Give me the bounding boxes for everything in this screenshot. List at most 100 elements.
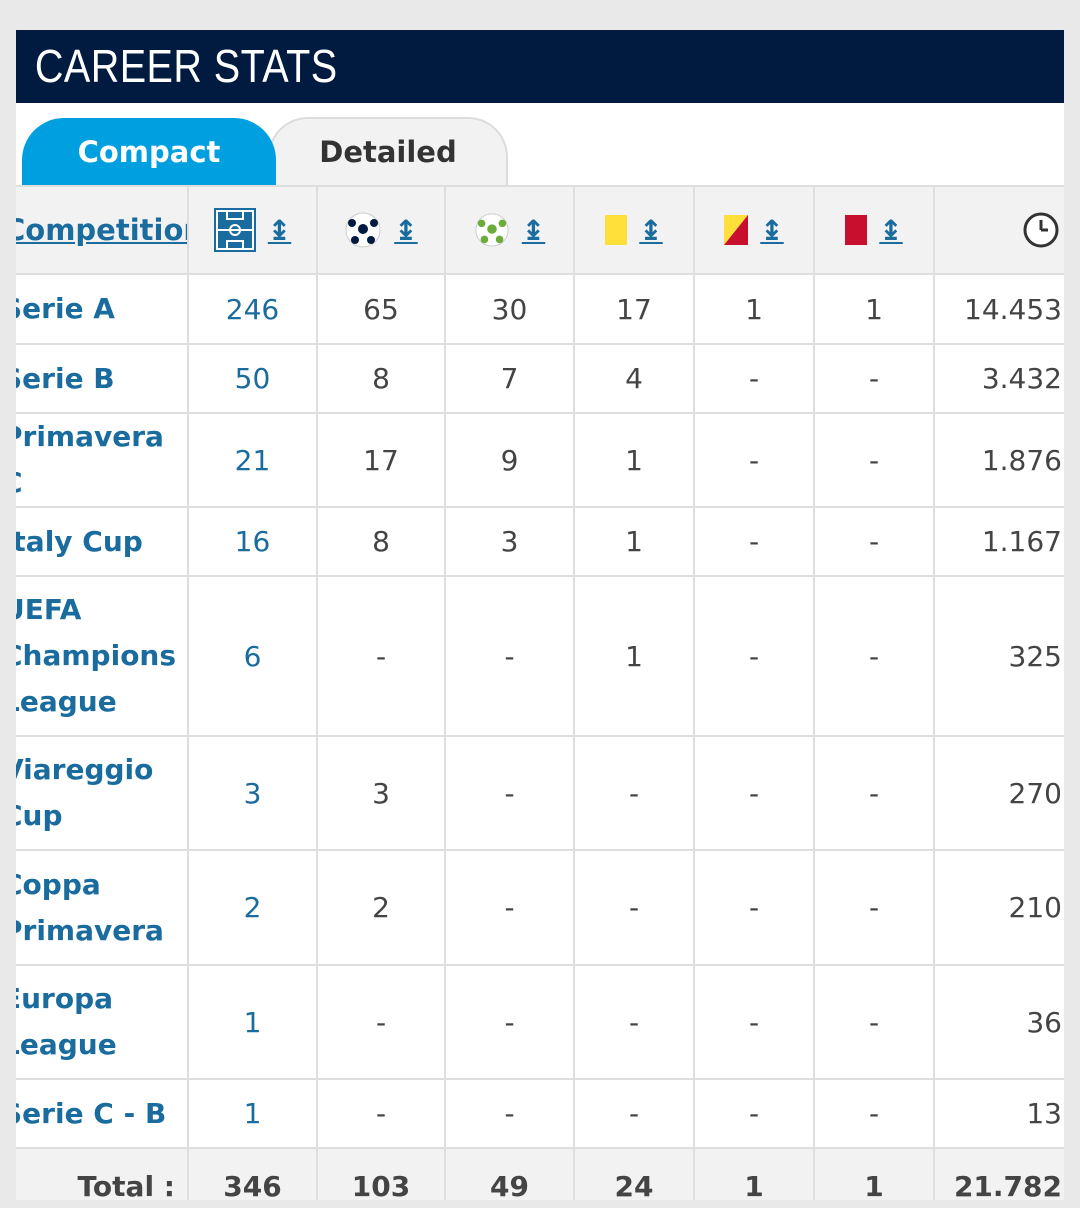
second-yellow-value: 1 — [693, 273, 815, 345]
competition-name[interactable]: Serie A — [16, 273, 189, 345]
second-yellow-value: - — [693, 412, 815, 508]
yellow-cards-value: - — [573, 735, 695, 851]
competition-name[interactable]: ViareggioCup — [16, 735, 189, 851]
assists-value: - — [444, 735, 575, 851]
competition-header[interactable]: Competition ↨ — [16, 185, 189, 275]
red-cards-value: - — [813, 1078, 935, 1149]
clock-icon — [1023, 212, 1059, 248]
assists-value: - — [444, 964, 575, 1080]
table-row: EuropaLeague 1 - - - - - 36 — [16, 964, 1064, 1080]
yellow-cards-value: - — [573, 964, 695, 1080]
assists-value: 30 — [444, 273, 575, 345]
second-yellow-value: - — [693, 1078, 815, 1149]
goals-value: - — [316, 575, 446, 737]
appearances-value: 16 — [187, 506, 318, 577]
total-red-cards: 1 — [813, 1147, 935, 1200]
total-goals: 103 — [316, 1147, 446, 1200]
minutes-header[interactable] — [933, 185, 1064, 275]
tab-detailed[interactable]: Detailed — [268, 117, 508, 185]
assists-value: 7 — [444, 343, 575, 414]
assists-header[interactable]: ↨ — [444, 185, 575, 275]
table-row: Serie A 246 65 30 17 1 1 14.453 — [16, 273, 1064, 345]
goals-value: 8 — [316, 343, 446, 414]
table-row: CoppaPrimavera 2 2 - - - - 210 — [16, 849, 1064, 966]
career-stats-card: CAREER STATS Detailed Compact Competitio… — [16, 30, 1064, 1200]
appearances-value: 2 — [187, 849, 318, 966]
total-appearances: 346 — [187, 1147, 318, 1200]
table-row: Serie C - B 1 - - - - - 13 — [16, 1078, 1064, 1149]
yellow-cards-value: - — [573, 849, 695, 966]
competition-name[interactable]: CoppaPrimavera — [16, 849, 189, 966]
total-assists: 49 — [444, 1147, 575, 1200]
competition-header-label[interactable]: Competition — [16, 213, 186, 247]
yellow-cards-value: 4 — [573, 343, 695, 414]
yellow-card-icon — [605, 215, 628, 245]
minutes-value: 13 — [933, 1078, 1064, 1149]
second-yellow-value: - — [693, 343, 815, 414]
assists-value: 9 — [444, 412, 575, 508]
assists-value: 3 — [444, 506, 575, 577]
assists-value: - — [444, 575, 575, 737]
competition-name[interactable]: Serie C - B — [16, 1078, 189, 1149]
stats-table: Competition ↨ ↨ — [16, 185, 1064, 1200]
table-header-row: Competition ↨ ↨ — [16, 185, 1064, 275]
total-minutes: 21.782 — [933, 1147, 1064, 1200]
yellow-cards-header[interactable]: ↨ — [573, 185, 695, 275]
competition-name[interactable]: EuropaLeague — [16, 964, 189, 1080]
yellow-cards-value: 1 — [573, 575, 695, 737]
assists-value: - — [444, 1078, 575, 1149]
total-yellow-cards: 24 — [573, 1147, 695, 1200]
view-tabs: Detailed Compact — [16, 103, 1064, 185]
minutes-value: 36 — [933, 964, 1064, 1080]
appearances-value: 1 — [187, 964, 318, 1080]
goals-value: - — [316, 964, 446, 1080]
yellow-cards-value: 1 — [573, 506, 695, 577]
total-row: Total : 346 103 49 24 1 1 21.782 — [16, 1147, 1064, 1200]
yellow-cards-value: 17 — [573, 273, 695, 345]
red-cards-value: 1 — [813, 273, 935, 345]
goals-value: 17 — [316, 412, 446, 508]
appearances-value: 50 — [187, 343, 318, 414]
second-yellow-header[interactable]: ↨ — [693, 185, 815, 275]
goals-value: 65 — [316, 273, 446, 345]
minutes-value: 1.167 — [933, 506, 1064, 577]
section-header: CAREER STATS — [16, 30, 1064, 103]
minutes-value: 14.453 — [933, 273, 1064, 345]
sort-icon[interactable]: ↨ — [394, 213, 418, 247]
red-cards-value: - — [813, 849, 935, 966]
red-cards-header[interactable]: ↨ — [813, 185, 935, 275]
second-yellow-value: - — [693, 575, 815, 737]
second-yellow-value: - — [693, 964, 815, 1080]
appearances-value: 1 — [187, 1078, 318, 1149]
competition-name[interactable]: Serie B — [16, 343, 189, 414]
appearances-value: 3 — [187, 735, 318, 851]
yellow-cards-value: - — [573, 1078, 695, 1149]
yellow-red-card-icon — [724, 215, 749, 245]
appearances-value: 21 — [187, 412, 318, 508]
goals-value: 8 — [316, 506, 446, 577]
second-yellow-value: - — [693, 506, 815, 577]
sort-icon[interactable]: ↨ — [639, 213, 663, 247]
assist-ball-icon — [475, 213, 509, 247]
assists-value: - — [444, 849, 575, 966]
minutes-value: 1.876 — [933, 412, 1064, 508]
red-cards-value: - — [813, 735, 935, 851]
competition-name[interactable]: Italy Cup — [16, 506, 189, 577]
pitch-icon — [213, 208, 256, 252]
sort-icon[interactable]: ↨ — [521, 213, 546, 247]
red-cards-value: - — [813, 964, 935, 1080]
sort-icon[interactable]: ↨ — [760, 213, 784, 247]
table-row: Serie B 50 8 7 4 - - 3.432 — [16, 343, 1064, 414]
yellow-cards-value: 1 — [573, 412, 695, 508]
appearances-header[interactable]: ↨ — [187, 185, 318, 275]
tab-compact[interactable]: Compact — [22, 118, 276, 185]
table-row: ViareggioCup 3 3 - - - - 270 — [16, 735, 1064, 851]
red-card-icon — [845, 215, 868, 245]
goals-value: - — [316, 1078, 446, 1149]
competition-name[interactable]: UEFAChampionsLeague — [16, 575, 189, 737]
goals-header[interactable]: ↨ — [316, 185, 446, 275]
sort-icon[interactable]: ↨ — [879, 213, 903, 247]
total-label: Total : — [16, 1147, 189, 1200]
sort-icon[interactable]: ↨ — [267, 213, 292, 247]
competition-name[interactable]: Primavera C — [16, 412, 189, 508]
